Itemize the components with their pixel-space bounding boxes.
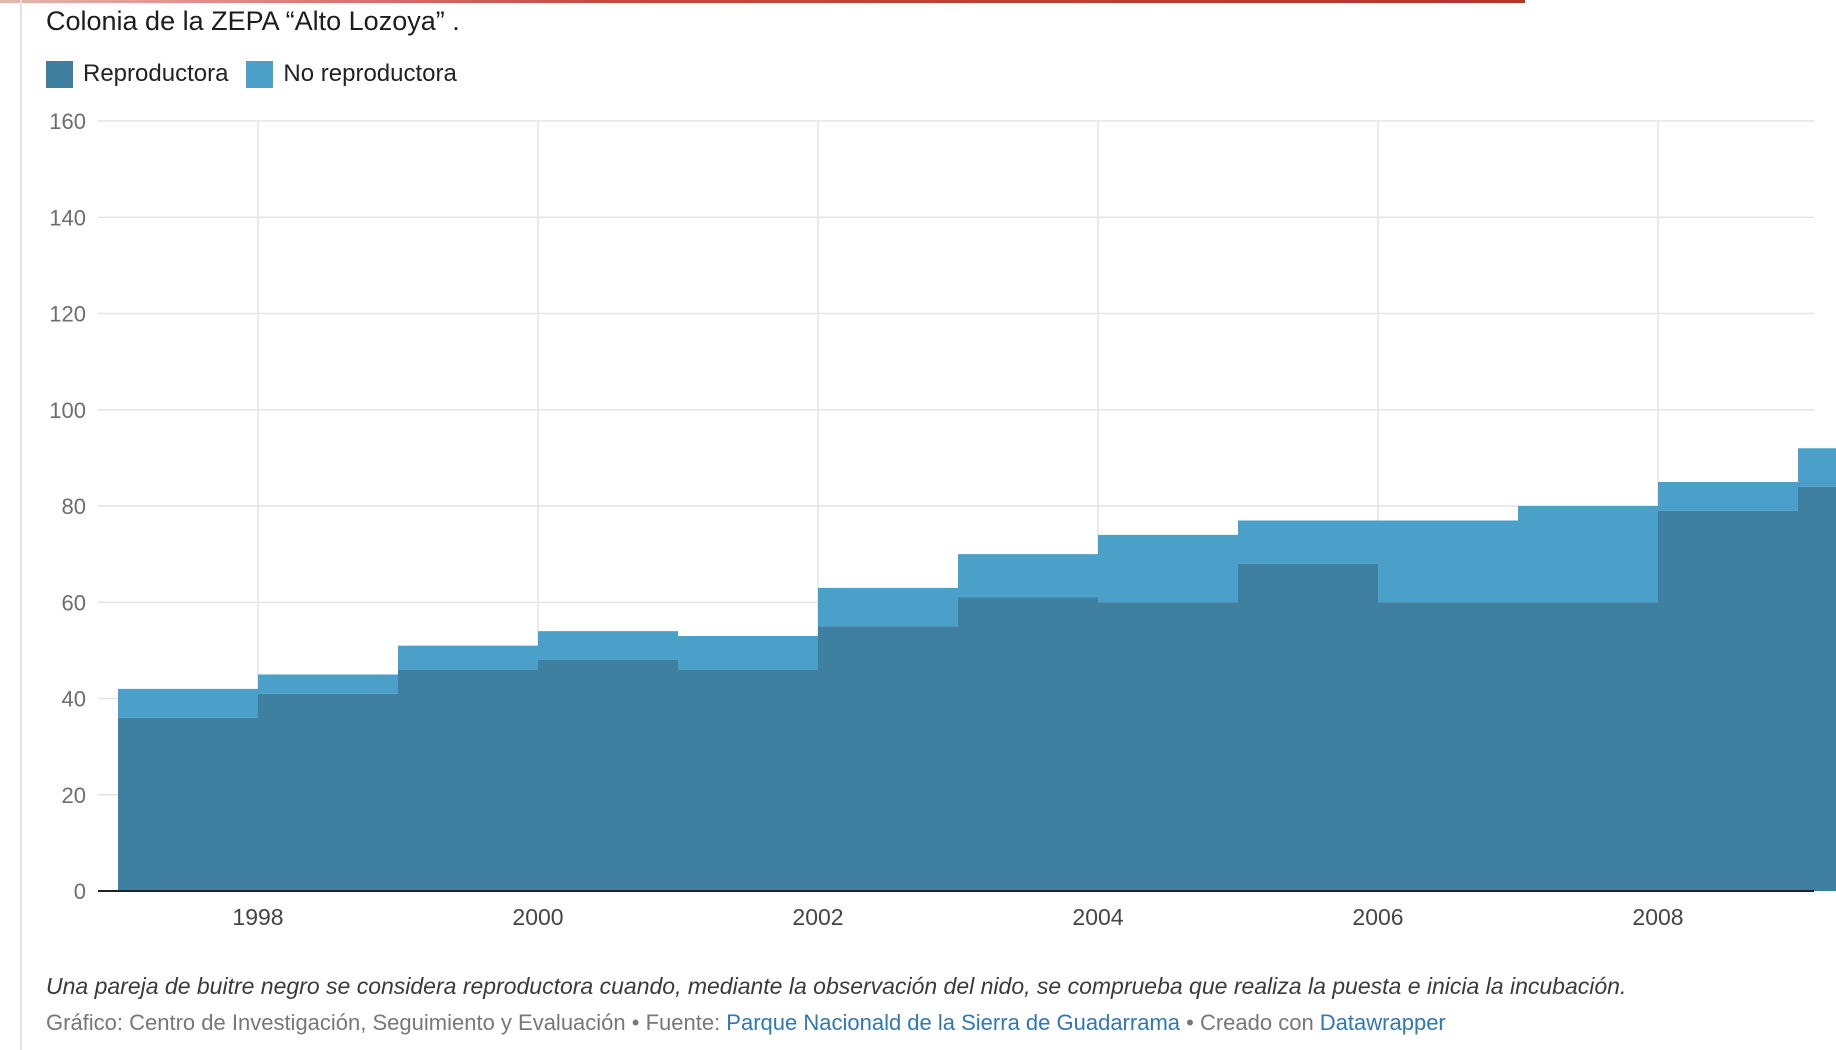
legend-label-reproductora: Reproductora: [83, 60, 229, 87]
y-tick-label-160: 160: [49, 109, 86, 134]
x-tick-label-2006: 2006: [1352, 904, 1403, 930]
y-tick-label-140: 140: [49, 205, 86, 230]
y-tick-label-100: 100: [49, 398, 86, 423]
x-tick-label-2002: 2002: [792, 904, 843, 930]
footer-middle: • Creado con: [1180, 1010, 1320, 1035]
y-tick-label-40: 40: [62, 687, 86, 712]
axis-layer: 0 20 40 60 80 100 120 140 160 1998 2000 2002 2004 200…: [49, 109, 1814, 930]
source-link[interactable]: Parque Nacionald de la Sierra de Guadarr…: [726, 1010, 1181, 1035]
top-accent-rule: [0, 0, 1525, 3]
datawrapper-link[interactable]: Datawrapper: [1319, 1010, 1446, 1035]
y-tick-label-60: 60: [62, 590, 86, 615]
chart-note: Una pareja de buitre negro se considera …: [46, 973, 1627, 999]
chart-plot: 0 20 40 60 80 100 120 140 160 1998 2000 2002 2004 200…: [49, 109, 1836, 930]
legend-swatch-reproductora: [46, 60, 73, 88]
series-area-reproductora[interactable]: [118, 198, 1836, 891]
legend-item-reproductora[interactable]: Reproductora: [46, 60, 228, 88]
series-area-no-reproductora[interactable]: [118, 155, 1836, 718]
y-tick-label-0: 0: [74, 879, 86, 904]
y-tick-label-20: 20: [62, 783, 86, 808]
left-border-rule: [20, 0, 22, 1050]
chart-title: Colonia de la ZEPA “Alto Lozoya” .: [46, 6, 460, 36]
y-tick-label-80: 80: [62, 494, 86, 519]
x-tick-label-2008: 2008: [1632, 904, 1683, 930]
x-tick-label-2004: 2004: [1072, 904, 1123, 930]
legend-item-no-reproductora[interactable]: No reproductora: [246, 60, 457, 88]
legend-swatch-no-reproductora: [246, 60, 274, 88]
legend-label-no-reproductora: No reproductora: [283, 60, 457, 87]
x-tick-label-2000: 2000: [512, 904, 563, 930]
footer-prefix: Gráfico: Centro de Investigación, Seguim…: [46, 1010, 727, 1035]
y-tick-label-120: 120: [49, 302, 86, 327]
area-layer: [118, 155, 1836, 891]
chart-footer: Gráfico: Centro de Investigación, Seguim…: [46, 1010, 1446, 1036]
x-tick-label-1998: 1998: [232, 904, 283, 930]
chart-legend: Reproductora No reproductora: [46, 60, 475, 88]
